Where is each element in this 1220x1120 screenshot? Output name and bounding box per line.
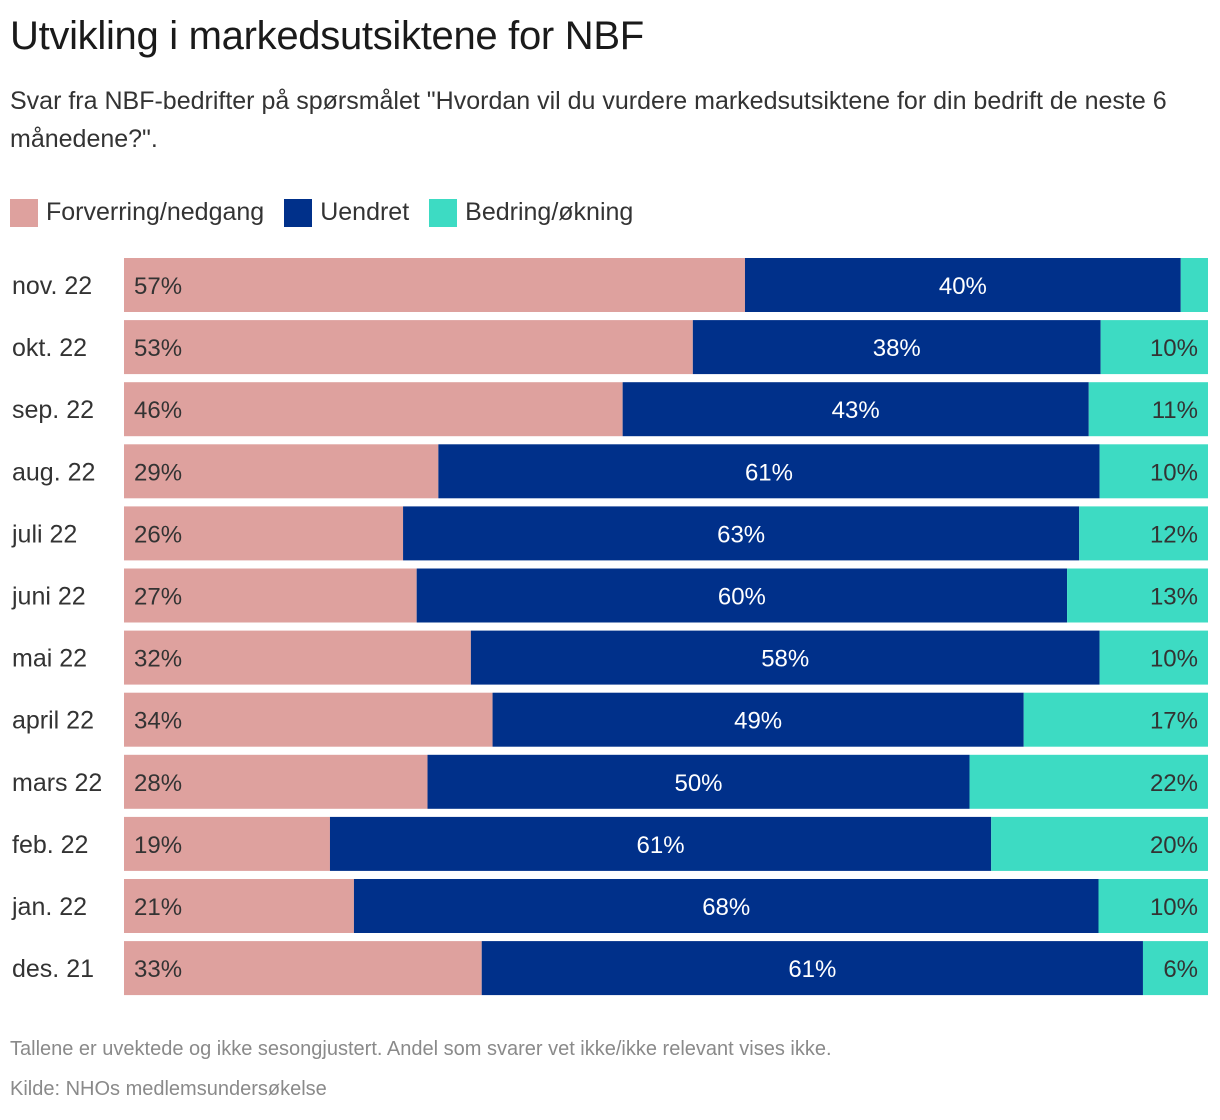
bar-segment-uendret-feb-22: [329, 816, 992, 871]
data-label-uendret-sep-22: 43%: [832, 397, 880, 424]
category-label-mai-22: mai 22: [12, 645, 87, 673]
data-label-uendret-jan-22: 68%: [702, 894, 750, 921]
stacked-bar-chart: nov. 22 57% 40% okt. 22 53% 38% 10% sep. 22 46% 4…: [11, 258, 1208, 996]
bar-segment-bedring-kning-aug-22: [1099, 444, 1208, 499]
bar-segment-bedring-kning-juni-22: [1067, 568, 1208, 623]
bar-segment-uendret-sep-22: [622, 382, 1089, 437]
bar-segment-uendret-mars-22: [427, 754, 970, 809]
data-label-forverring-nedgang-juni-22: 27%: [134, 584, 182, 611]
category-label-des-21: des. 21: [12, 955, 94, 983]
bar-segment-bedring-kning-mai-22: [1099, 630, 1208, 685]
data-label-uendret-aug-22: 61%: [745, 459, 793, 486]
bar-segment-uendret-aug-22: [438, 444, 1100, 499]
bar-segment-forverring-nedgang-mai-22: [124, 630, 471, 685]
chart-legend: Forverring/nedgang Uendret Bedring/øknin…: [10, 198, 653, 227]
bar-segment-forverring-nedgang-sep-22: [124, 382, 623, 437]
bar-segment-uendret-jan-22: [353, 879, 1099, 933]
bar-segment-bedring-kning-mars-22: [969, 754, 1208, 809]
bar-segment-uendret-nov-22: [744, 258, 1181, 312]
legend-item-unchanged: Uendret: [284, 198, 409, 227]
source-note: Kilde: NHOs medlemsundersøkelse: [10, 1078, 327, 1100]
data-label-bedring-kning-juni-22: 13%: [1150, 584, 1198, 611]
data-label-forverring-nedgang-feb-22: 19%: [134, 832, 182, 859]
data-label-bedring-kning-feb-22: 20%: [1150, 832, 1198, 859]
data-label-forverring-nedgang-sep-22: 46%: [134, 397, 182, 424]
data-label-uendret-feb-22: 61%: [637, 832, 685, 859]
bar-segment-bedring-kning-okt-22: [1100, 320, 1208, 375]
category-label-sep-22: sep. 22: [12, 396, 94, 424]
data-label-forverring-nedgang-juli-22: 26%: [134, 521, 182, 548]
data-label-bedring-kning-mai-22: 10%: [1150, 646, 1198, 673]
bar-segment-forverring-nedgang-mars-22: [124, 754, 428, 809]
data-label-forverring-nedgang-aug-22: 29%: [134, 459, 182, 486]
legend-label-better: Bedring/økning: [465, 198, 634, 226]
data-label-forverring-nedgang-jan-22: 21%: [134, 894, 182, 921]
data-label-forverring-nedgang-nov-22: 57%: [134, 273, 182, 300]
bar-segment-bedring-kning-nov-22: [1180, 258, 1208, 312]
data-label-bedring-kning-juli-22: 12%: [1150, 521, 1198, 548]
bar-segment-uendret-juli-22: [403, 506, 1080, 561]
data-label-uendret-april-22: 49%: [734, 708, 782, 735]
category-label-juli-22: juli 22: [11, 520, 77, 548]
footnote: Tallene er uvektede og ikke sesongjuster…: [10, 1038, 832, 1060]
legend-swatch-worse: [10, 198, 38, 227]
bar-segment-bedring-kning-sep-22: [1088, 382, 1208, 437]
bar-segment-forverring-nedgang-juni-22: [124, 568, 417, 623]
bar-segment-uendret-juni-22: [416, 568, 1068, 623]
bar-segment-uendret-okt-22: [692, 320, 1101, 375]
data-label-bedring-kning-april-22: 17%: [1150, 708, 1198, 735]
bar-segment-bedring-kning-des-21: [1142, 941, 1208, 996]
bar-segment-bedring-kning-feb-22: [991, 816, 1208, 871]
category-label-april-22: april 22: [12, 707, 94, 735]
bar-segment-forverring-nedgang-des-21: [124, 941, 482, 996]
data-label-bedring-kning-sep-22: 11%: [1152, 397, 1198, 424]
data-label-uendret-okt-22: 38%: [873, 335, 921, 362]
data-label-forverring-nedgang-okt-22: 53%: [134, 335, 182, 362]
category-label-feb-22: feb. 22: [12, 831, 88, 859]
data-label-forverring-nedgang-mai-22: 32%: [134, 646, 182, 673]
legend-item-better: Bedring/økning: [429, 198, 633, 227]
data-label-uendret-juni-22: 60%: [718, 584, 766, 611]
bar-segment-bedring-kning-april-22: [1023, 692, 1208, 747]
legend-label-worse: Forverring/nedgang: [46, 198, 265, 226]
data-label-bedring-kning-mars-22: 22%: [1150, 770, 1198, 797]
bar-segment-forverring-nedgang-juli-22: [124, 506, 404, 561]
data-label-uendret-juli-22: 63%: [717, 521, 765, 548]
data-label-uendret-mai-22: 58%: [761, 646, 809, 673]
data-label-uendret-mars-22: 50%: [674, 770, 722, 797]
bar-segment-uendret-mai-22: [470, 630, 1100, 685]
category-label-juni-22: juni 22: [11, 583, 86, 611]
legend-swatch-better: [429, 198, 458, 227]
bar-segment-bedring-kning-juli-22: [1079, 506, 1208, 561]
data-label-uendret-des-21: 61%: [788, 956, 836, 983]
data-label-uendret-nov-22: 40%: [939, 273, 987, 300]
data-label-forverring-nedgang-des-21: 33%: [134, 956, 182, 983]
bar-segment-bedring-kning-jan-22: [1098, 879, 1208, 933]
data-label-bedring-kning-jan-22: 10%: [1150, 894, 1198, 921]
bar-segment-forverring-nedgang-nov-22: [124, 258, 745, 312]
legend-label-unchanged: Uendret: [320, 198, 410, 226]
data-label-bedring-kning-des-21: 6%: [1163, 956, 1198, 983]
category-label-jan-22: jan. 22: [11, 893, 87, 921]
bar-segment-forverring-nedgang-april-22: [124, 692, 493, 747]
data-label-forverring-nedgang-april-22: 34%: [134, 708, 182, 735]
data-label-bedring-kning-okt-22: 10%: [1150, 335, 1198, 362]
bar-segment-forverring-nedgang-aug-22: [124, 444, 439, 499]
bar-segment-uendret-des-21: [481, 941, 1143, 996]
bar-segment-forverring-nedgang-feb-22: [124, 816, 330, 871]
category-label-okt-22: okt. 22: [12, 334, 87, 362]
chart-subtitle: Svar fra NBF-bedrifter på spørsmålet "Hv…: [10, 87, 1167, 153]
category-label-aug-22: aug. 22: [12, 458, 95, 486]
category-label-mars-22: mars 22: [12, 769, 102, 797]
bar-segment-forverring-nedgang-jan-22: [124, 879, 354, 933]
legend-item-worse: Forverring/nedgang: [10, 198, 264, 227]
bar-segment-forverring-nedgang-okt-22: [124, 320, 693, 375]
category-label-nov-22: nov. 22: [12, 272, 92, 300]
legend-swatch-unchanged: [284, 198, 313, 227]
bar-segment-uendret-april-22: [492, 692, 1024, 747]
data-label-forverring-nedgang-mars-22: 28%: [134, 770, 182, 797]
chart-title: Utvikling i markedsutsiktene for NBF: [10, 14, 644, 58]
data-label-bedring-kning-aug-22: 10%: [1150, 459, 1198, 486]
